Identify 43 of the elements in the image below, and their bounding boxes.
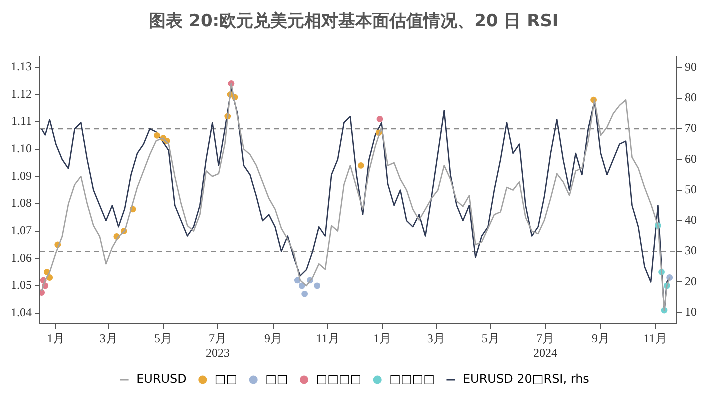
x-tick-label: 7月 2023 xyxy=(206,332,230,360)
x-tick-label: 11月 xyxy=(644,332,668,346)
x-tick-label: 11月 xyxy=(316,332,340,346)
y2-tick-label: 90 xyxy=(685,60,697,74)
legend-label: □□□□ xyxy=(316,372,362,386)
y2-tick-label: 10 xyxy=(685,305,697,320)
legend-label: EURUSD xyxy=(136,372,187,386)
y-tick-label: 1.13 xyxy=(11,59,32,74)
x-tick-label: 1月 xyxy=(374,332,392,346)
y-tick-label: 1.09 xyxy=(11,168,32,183)
x-tick-label: 3月 xyxy=(427,332,446,346)
x-tick-label: 9月 xyxy=(592,332,610,346)
y-tick-label: 1.07 xyxy=(11,223,32,238)
y-tick-label: 1.06 xyxy=(11,250,32,265)
legend-label: □□□□ xyxy=(390,372,435,386)
y-tick-label: 1.08 xyxy=(11,196,32,210)
y-tick-label: 1.11 xyxy=(11,114,32,128)
y2-tick-label: 40 xyxy=(685,213,697,228)
legend-label: EURUSD 20□RSI, rhs xyxy=(462,372,590,386)
x-tick-label: 1月 xyxy=(47,332,66,346)
y-tick-label: 1.10 xyxy=(11,141,32,156)
x-tick-label: 3月 xyxy=(100,332,118,346)
point xyxy=(358,162,364,169)
y2-tick-label: 80 xyxy=(685,90,697,105)
point xyxy=(302,290,308,298)
y2-tick-label: 20 xyxy=(685,274,697,288)
y-tick-label: 1.04 xyxy=(11,305,32,320)
y2-tick-label: 60 xyxy=(685,152,697,166)
y-tick-label: 1.05 xyxy=(11,278,32,292)
legend-label: □□ xyxy=(214,372,238,386)
y-tick-label: 1.12 xyxy=(11,86,32,101)
point xyxy=(376,116,384,122)
y2-tick-label: 50 xyxy=(685,182,697,196)
x-tick-label: 7月 2024 xyxy=(533,332,558,360)
x-tick-label: 5月 xyxy=(154,332,172,346)
x-tick-label: 5月 xyxy=(482,332,500,346)
legend-label: □□ xyxy=(266,372,288,386)
y2-tick-label: 70 xyxy=(685,121,697,136)
point xyxy=(314,282,321,290)
y2-tick-label: 30 xyxy=(685,244,697,258)
x-tick-label: 9月 xyxy=(264,332,283,346)
point xyxy=(154,132,160,139)
chart-title: 图表 20:欧元兑美元相对基本面估值情况、20 日 RSI xyxy=(149,12,559,32)
